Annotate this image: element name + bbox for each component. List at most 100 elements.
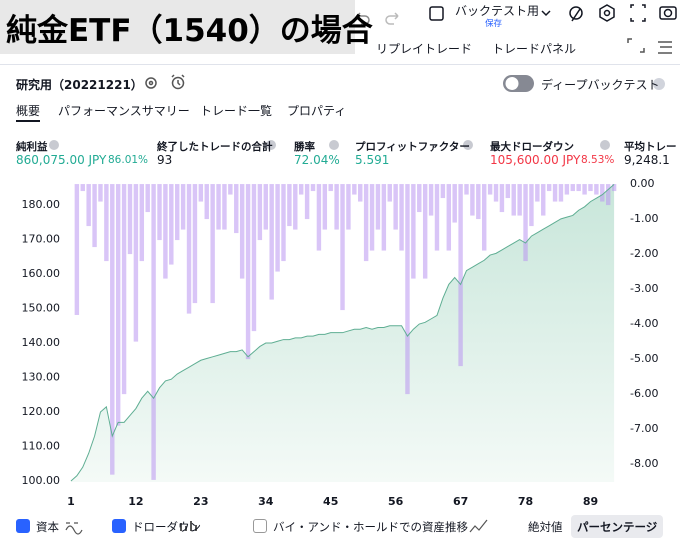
drawdown-bar — [98, 184, 103, 202]
drawdown-bar — [417, 184, 422, 213]
drawdown-bar — [334, 184, 339, 230]
drawdown-bar — [86, 184, 91, 227]
drawdown-bar — [541, 184, 546, 216]
checkbox-equity[interactable] — [16, 519, 30, 533]
metric-value: 9,248.1 — [624, 153, 670, 167]
drawdown-bar — [298, 184, 304, 195]
drawdown-bar — [352, 184, 357, 195]
drawdown-bar — [92, 184, 97, 248]
drawdown-bar — [535, 184, 540, 202]
drawdown-bar — [434, 184, 440, 251]
tab[interactable]: トレード一覧 — [200, 104, 273, 118]
drawdown-bar — [476, 184, 481, 220]
y2-tick-label: -5.00 — [630, 352, 658, 365]
drawdown-bar — [316, 184, 322, 251]
drawdown-bar — [446, 184, 452, 251]
tab[interactable]: 概要 — [16, 104, 41, 118]
y2-tick-label: -6.00 — [630, 387, 658, 400]
y2-tick-label: -3.00 — [630, 282, 658, 295]
checkbox-buy-hold[interactable] — [253, 519, 267, 533]
x-tick-label: 89 — [583, 495, 598, 508]
drawdown-bar — [464, 184, 469, 195]
drawdown-bar — [110, 184, 115, 475]
y2-tick-label: -2.00 — [630, 247, 658, 260]
metric-value: 860,075.00 JPY — [16, 153, 107, 167]
drawdown-bar — [269, 184, 274, 300]
drawdown-bar — [529, 184, 534, 227]
drawdown-bar — [210, 184, 215, 304]
toggle-knob — [505, 77, 519, 90]
tab[interactable]: パフォーマンスサマリー — [58, 104, 190, 118]
checkbox-drawdown[interactable] — [112, 519, 126, 533]
percentage-button-bg[interactable] — [571, 515, 663, 538]
drawdown-bar — [139, 184, 145, 262]
drawdown-bar — [257, 184, 263, 241]
metric-label: プロフィットファクター — [355, 141, 470, 153]
deep-backtest-label: ディープバックテスト — [541, 78, 660, 92]
drawdown-bar — [127, 184, 133, 255]
drawdown-bar — [322, 184, 328, 230]
drawdown-bar — [405, 184, 410, 395]
drawdown-bar — [216, 184, 221, 230]
absolute-button[interactable]: 絶対値 — [528, 520, 563, 534]
drawdown-bar — [281, 184, 286, 262]
x-tick-label: 67 — [453, 495, 468, 508]
drawdown-bar — [523, 184, 528, 262]
drawdown-bar — [440, 184, 446, 199]
strategy-name: 研究用（20221221） — [16, 78, 143, 92]
metric-label: 勝率 — [294, 141, 315, 153]
drawdown-bar — [245, 184, 251, 360]
metric-label: 最大ドローダウン — [490, 141, 574, 153]
y-tick-label: 150.00 — [22, 302, 61, 315]
drawdown-bar — [564, 184, 570, 195]
drawdown-bar — [239, 184, 245, 279]
equity-line — [70, 184, 615, 482]
metric-value: 72.04% — [294, 153, 340, 167]
y-tick-label: 160.00 — [22, 267, 61, 280]
drawdown-bar — [198, 184, 204, 202]
x-tick-label: 78 — [518, 495, 533, 508]
percentage-button[interactable]: パーセンテージ — [577, 520, 658, 534]
panel-tab[interactable]: トレードパネル — [492, 42, 577, 56]
metric-value: 105,600.00 JPY — [490, 153, 581, 167]
tab[interactable]: プロパティ — [287, 104, 347, 118]
equity-area — [70, 184, 615, 482]
drawdown-bar — [552, 184, 558, 202]
y-tick-label: 110.00 — [22, 439, 61, 452]
panel-tab[interactable]: リプレイトレード — [376, 42, 473, 56]
y2-tick-label: -7.00 — [630, 422, 658, 435]
drawdown-bar — [169, 184, 174, 265]
help-icon[interactable] — [653, 78, 665, 90]
drawdown-bar — [411, 184, 416, 279]
drawdown-bar — [505, 184, 511, 199]
drawdown-bar — [275, 184, 280, 272]
drawdown-bar — [287, 184, 292, 227]
drawdown-bar — [340, 184, 345, 311]
layout-name[interactable]: バックテスト用 — [455, 4, 540, 18]
drawdown-bar — [157, 184, 162, 241]
x-tick-label: 12 — [128, 495, 143, 508]
y-tick-label: 140.00 — [22, 336, 61, 349]
metric-value: 5.591 — [355, 153, 390, 167]
drawdown-bar — [611, 184, 617, 192]
y-tick-label: 100.00 — [22, 474, 61, 487]
drawdown-bar — [74, 184, 80, 315]
drawdown-bar — [115, 184, 121, 426]
info-icons — [49, 140, 610, 150]
drawdown-bar — [234, 184, 239, 234]
y-tick-label: 120.00 — [22, 405, 61, 418]
drawdown-bar — [263, 184, 268, 230]
drawdown-bar — [358, 184, 363, 202]
drawdown-bar — [133, 184, 139, 342]
drawdown-bar — [163, 184, 168, 279]
drawdown-bar — [328, 184, 333, 192]
y-tick-label: 170.00 — [22, 233, 61, 246]
drawdown-bar — [511, 184, 516, 216]
drawdown-bar — [517, 184, 522, 216]
drawdown-bar — [605, 184, 611, 206]
legend-label: バイ・アンド・ホールドでの資産推移 — [273, 520, 469, 534]
drawdown-bar — [422, 184, 428, 279]
toolbar-icons — [145, 4, 677, 90]
drawdown-bar — [487, 184, 493, 195]
